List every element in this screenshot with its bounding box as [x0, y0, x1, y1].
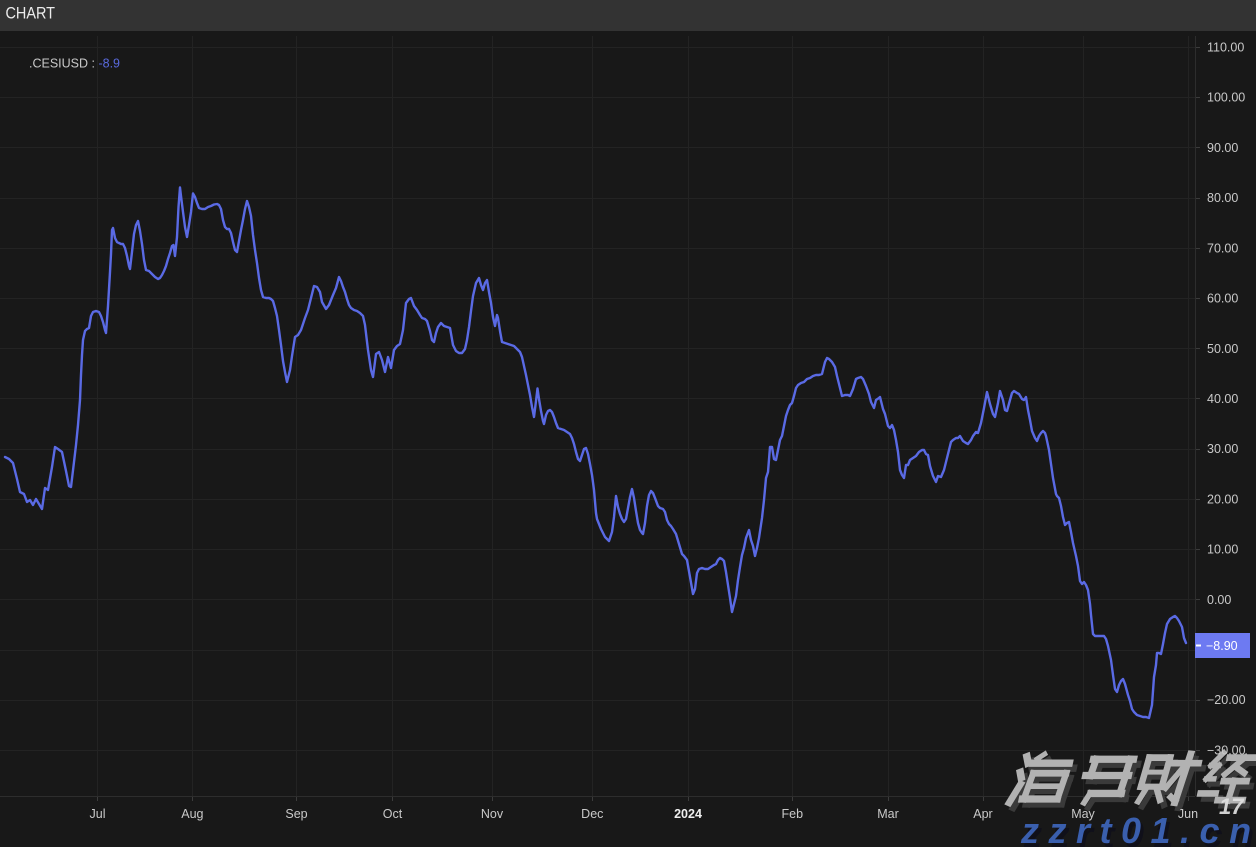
svg-text:50.00: 50.00: [1207, 342, 1238, 356]
svg-text:70.00: 70.00: [1207, 241, 1238, 255]
svg-text:0.00: 0.00: [1207, 593, 1231, 607]
svg-text:Sep: Sep: [285, 807, 307, 821]
svg-text:60.00: 60.00: [1207, 292, 1238, 306]
svg-text:40.00: 40.00: [1207, 392, 1238, 406]
svg-text:90.00: 90.00: [1207, 141, 1238, 155]
svg-text:CHART: CHART: [6, 4, 56, 22]
svg-text:17: 17: [1219, 794, 1245, 819]
svg-text:Nov: Nov: [481, 807, 504, 821]
svg-text:Oct: Oct: [383, 807, 403, 821]
svg-text:10.00: 10.00: [1207, 543, 1238, 557]
svg-text:Aug: Aug: [181, 807, 203, 821]
svg-text:Jun: Jun: [1178, 807, 1198, 821]
svg-text:−30.00: −30.00: [1207, 743, 1246, 757]
svg-text:−8.90: −8.90: [1206, 639, 1238, 653]
svg-text:−20.00: −20.00: [1207, 693, 1246, 707]
svg-text:Mar: Mar: [877, 807, 899, 821]
svg-text:110.00: 110.00: [1207, 41, 1244, 55]
svg-text:20.00: 20.00: [1207, 492, 1238, 506]
svg-text:30.00: 30.00: [1207, 442, 1238, 456]
svg-text:Dec: Dec: [581, 807, 603, 821]
svg-text:zzrt01.cn: zzrt01.cn: [1020, 810, 1256, 847]
svg-text:Apr: Apr: [973, 807, 992, 821]
svg-text:2024: 2024: [674, 807, 702, 821]
svg-text:.CESIUSD : -8.9: .CESIUSD : -8.9: [29, 57, 120, 71]
svg-text:80.00: 80.00: [1207, 191, 1238, 205]
svg-text:Jul: Jul: [90, 807, 106, 821]
svg-text:zzrt01.cn: zzrt01.cn: [1023, 814, 1256, 847]
svg-text:Feb: Feb: [782, 807, 804, 821]
svg-text:May: May: [1071, 807, 1095, 821]
svg-text:100.00: 100.00: [1207, 91, 1245, 105]
